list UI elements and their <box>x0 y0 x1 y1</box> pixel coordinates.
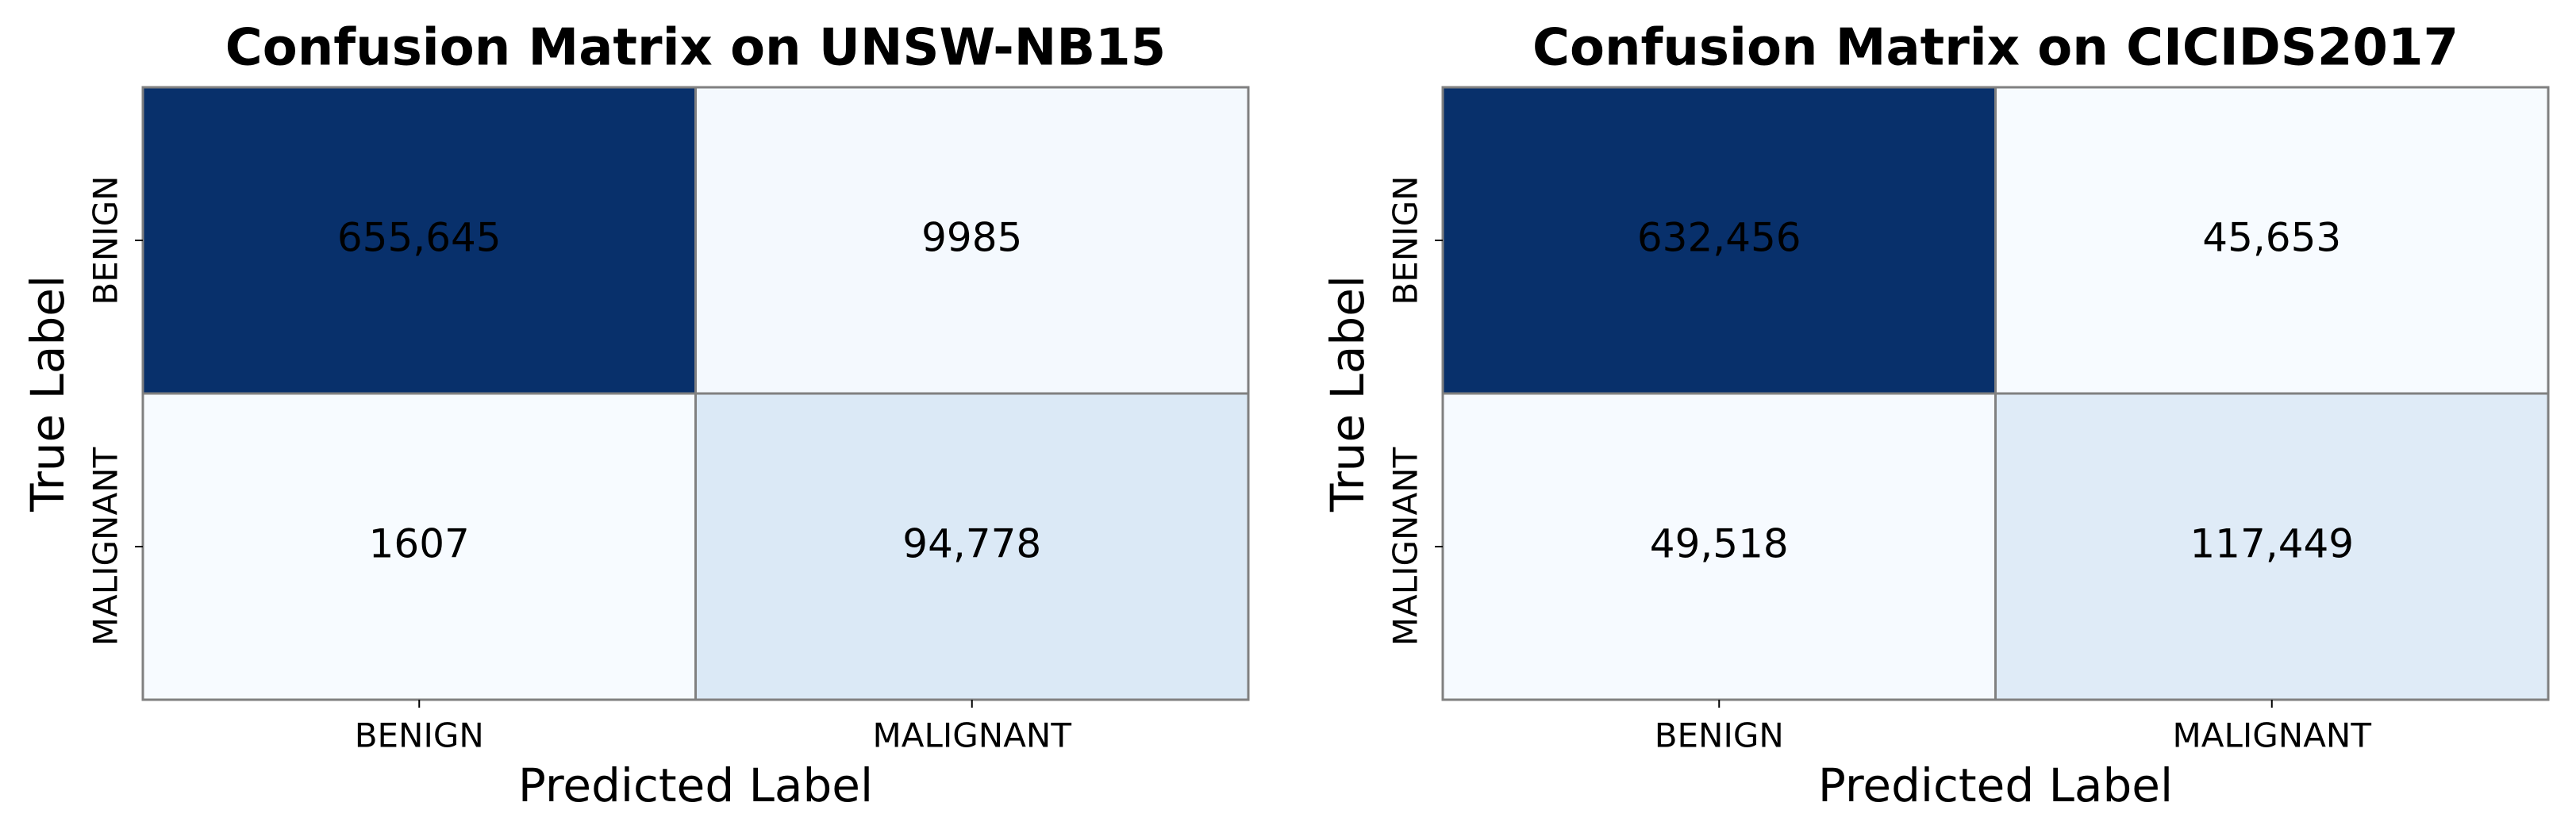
x-tick-label: BENIGN <box>355 716 484 755</box>
y-tick-label: BENIGN <box>87 175 125 305</box>
heatmap-cell <box>694 86 1250 395</box>
x-axis-label: Predicted Label <box>518 758 873 812</box>
cell-label: 94,778 <box>902 521 1041 567</box>
y-axis-label: True Label <box>1321 275 1375 512</box>
x-axis-label: Predicted Label <box>1818 758 2173 812</box>
heatmap-cell <box>1994 86 2550 395</box>
heatmap-cell <box>141 86 697 395</box>
x-tick-label: MALIGNANT <box>2172 716 2371 755</box>
heatmap-cell <box>141 392 697 701</box>
y-tick-label: MALIGNANT <box>1386 447 1425 646</box>
cell-label: 117,449 <box>2190 521 2354 567</box>
chart-title: Confusion Matrix on CICIDS2017 <box>1532 19 2459 78</box>
cell-label: 1607 <box>369 521 470 567</box>
x-tick-label: BENIGN <box>1655 716 1784 755</box>
cell-label: 45,653 <box>2202 215 2341 261</box>
cell-label: 9985 <box>921 215 1022 261</box>
heatmap-cell <box>1994 392 2550 701</box>
cell-label: 632,456 <box>1637 215 1801 261</box>
cell-label: 49,518 <box>1650 521 1789 567</box>
heatmap-cell <box>1441 392 1997 701</box>
heatmap-cell <box>694 392 1250 701</box>
y-axis-label: True Label <box>21 275 75 512</box>
cell-label: 655,645 <box>337 215 502 261</box>
y-tick-label: MALIGNANT <box>87 447 125 646</box>
y-tick-label: BENIGN <box>1386 175 1425 305</box>
x-tick-label: MALIGNANT <box>872 716 1071 755</box>
chart-title: Confusion Matrix on UNSW-NB15 <box>225 19 1166 78</box>
